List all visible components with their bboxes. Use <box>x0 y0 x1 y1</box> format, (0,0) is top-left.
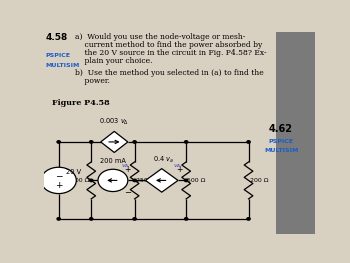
Text: 250 Ω: 250 Ω <box>136 178 154 183</box>
Circle shape <box>90 218 93 220</box>
Text: 4.58: 4.58 <box>45 33 67 42</box>
Text: 200 mA: 200 mA <box>100 158 126 164</box>
Circle shape <box>184 179 188 182</box>
Circle shape <box>133 218 136 220</box>
Text: 4.62: 4.62 <box>269 124 293 134</box>
Text: power.: power. <box>75 77 110 85</box>
Text: 200 Ω: 200 Ω <box>250 178 268 183</box>
Text: +: + <box>176 165 183 174</box>
Text: MULTISIM: MULTISIM <box>264 148 298 153</box>
Text: Figure P4.58: Figure P4.58 <box>52 99 110 107</box>
Circle shape <box>184 141 188 143</box>
Text: 0.003 $v_\Delta$: 0.003 $v_\Delta$ <box>99 117 130 127</box>
Text: b)  Use the method you selected in (a) to find the: b) Use the method you selected in (a) to… <box>75 69 264 77</box>
Text: a)  Would you use the node-voltage or mesh-: a) Would you use the node-voltage or mes… <box>75 33 245 41</box>
Text: −: − <box>55 171 62 180</box>
Circle shape <box>133 141 136 143</box>
Circle shape <box>90 179 93 182</box>
Text: +: + <box>125 165 131 174</box>
Circle shape <box>41 167 76 194</box>
Circle shape <box>247 218 250 220</box>
Circle shape <box>98 169 128 191</box>
Text: MULTISIM: MULTISIM <box>45 63 79 68</box>
Circle shape <box>247 141 250 143</box>
Text: −: − <box>124 188 131 197</box>
Text: PSPICE: PSPICE <box>268 139 294 144</box>
Text: +: + <box>55 181 62 190</box>
Text: current method to find the power absorbed by: current method to find the power absorbe… <box>75 41 262 49</box>
Bar <box>276 32 315 234</box>
Text: $v_A$: $v_A$ <box>121 162 130 170</box>
Text: $v_A$: $v_A$ <box>173 162 181 170</box>
Text: 0.4 $v_a$: 0.4 $v_a$ <box>153 155 174 165</box>
Circle shape <box>133 179 136 182</box>
Circle shape <box>90 141 93 143</box>
Text: 20 V: 20 V <box>66 169 81 175</box>
Text: 500 Ω: 500 Ω <box>187 178 206 183</box>
Text: the 20 V source in the circuit in Fig. P4.58? Ex-: the 20 V source in the circuit in Fig. P… <box>75 49 267 57</box>
Text: 100 Ω: 100 Ω <box>71 178 90 183</box>
Text: plain your choice.: plain your choice. <box>75 57 153 65</box>
Circle shape <box>184 218 188 220</box>
Polygon shape <box>101 132 128 153</box>
Circle shape <box>57 218 60 220</box>
Polygon shape <box>146 169 178 192</box>
Circle shape <box>57 141 60 143</box>
Text: PSPICE: PSPICE <box>45 53 70 58</box>
